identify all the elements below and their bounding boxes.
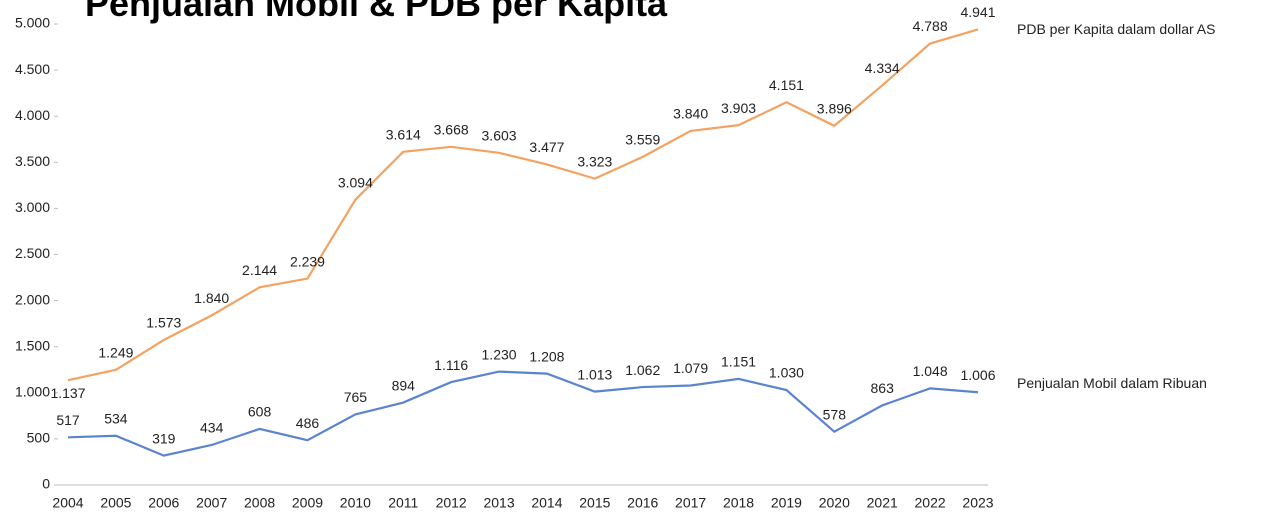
x-tick-label: 2020 — [819, 495, 850, 511]
series-line — [67, 28, 979, 382]
x-tick-label: 2012 — [436, 495, 467, 511]
y-tick-label: 4.500 — [15, 61, 50, 77]
data-label: 1.048 — [913, 363, 948, 379]
data-label: 1.062 — [625, 362, 660, 378]
data-label: 1.013 — [577, 366, 612, 382]
data-label: 4.788 — [913, 18, 948, 34]
data-label: 1.208 — [529, 348, 564, 364]
y-tick-label: 2.000 — [15, 291, 50, 307]
data-label: 517 — [56, 412, 80, 428]
data-label: 578 — [823, 406, 847, 422]
x-tick-label: 2006 — [148, 495, 179, 511]
x-tick-label: 2019 — [771, 495, 802, 511]
data-label: 1.079 — [673, 360, 708, 376]
data-label: 486 — [296, 415, 320, 431]
data-label: 4.151 — [769, 77, 804, 93]
x-tick-label: 2005 — [100, 495, 131, 511]
y-tick-label: 5.000 — [15, 15, 50, 31]
x-tick-label: 2004 — [52, 495, 83, 511]
x-tick-label: 2023 — [962, 495, 993, 511]
data-label: 1.573 — [146, 315, 181, 331]
data-label: 765 — [344, 389, 368, 405]
data-label: 3.094 — [338, 174, 373, 190]
data-label: 1.151 — [721, 354, 756, 370]
data-label: 534 — [104, 410, 128, 426]
data-label: 1.137 — [50, 385, 85, 401]
y-tick-label: 3.000 — [15, 199, 50, 215]
data-label: 1.249 — [98, 345, 133, 361]
series-line — [67, 370, 979, 457]
data-label: 1.030 — [769, 365, 804, 381]
data-label: 1.116 — [434, 357, 468, 373]
data-label: 3.323 — [577, 153, 612, 169]
chart-title: Penjualan Mobil & PDB per Kapita — [85, 0, 668, 24]
series-label: PDB per Kapita dalam dollar AS — [1017, 21, 1215, 37]
data-label: 1.006 — [960, 367, 995, 383]
x-tick-label: 2009 — [292, 495, 323, 511]
data-label: 3.614 — [386, 126, 421, 142]
data-label: 3.896 — [817, 100, 852, 116]
x-tick-label: 2007 — [196, 495, 227, 511]
data-label: 434 — [200, 420, 224, 436]
data-label: 1.840 — [194, 290, 229, 306]
data-label: 863 — [871, 380, 895, 396]
y-tick-label: 4.000 — [15, 107, 50, 123]
y-tick-label: 0 — [42, 476, 50, 492]
data-label: 3.668 — [434, 122, 469, 138]
data-label: 3.840 — [673, 106, 708, 122]
x-tick-label: 2013 — [483, 495, 514, 511]
x-tick-label: 2015 — [579, 495, 610, 511]
x-tick-label: 2008 — [244, 495, 275, 511]
y-tick-label: 1.000 — [15, 384, 50, 400]
x-tick-label: 2010 — [340, 495, 371, 511]
y-tick-label: 2.500 — [15, 245, 50, 261]
x-tick-label: 2011 — [388, 495, 418, 511]
y-tick-label: 1.500 — [15, 337, 50, 353]
data-label: 2.239 — [290, 253, 325, 269]
data-label: 3.903 — [721, 100, 756, 116]
x-tick-label: 2014 — [531, 495, 562, 511]
data-label: 894 — [392, 377, 416, 393]
x-tick-label: 2018 — [723, 495, 754, 511]
data-label: 608 — [248, 404, 272, 420]
x-tick-label: 2016 — [627, 495, 658, 511]
x-tick-label: 2021 — [867, 495, 898, 511]
data-label: 4.941 — [960, 4, 995, 20]
y-tick-label: 3.500 — [15, 153, 50, 169]
series-label: Penjualan Mobil dalam Ribuan — [1017, 375, 1207, 391]
x-tick-label: 2017 — [675, 495, 706, 511]
data-label: 2.144 — [242, 262, 277, 278]
data-label: 4.334 — [865, 60, 900, 76]
data-label: 319 — [152, 430, 176, 446]
y-tick-label: 500 — [27, 430, 51, 446]
data-label: 3.477 — [529, 139, 564, 155]
x-tick-label: 2022 — [915, 495, 946, 511]
data-label: 1.230 — [482, 346, 517, 362]
data-label: 3.603 — [482, 128, 517, 144]
data-label: 3.559 — [625, 132, 660, 148]
